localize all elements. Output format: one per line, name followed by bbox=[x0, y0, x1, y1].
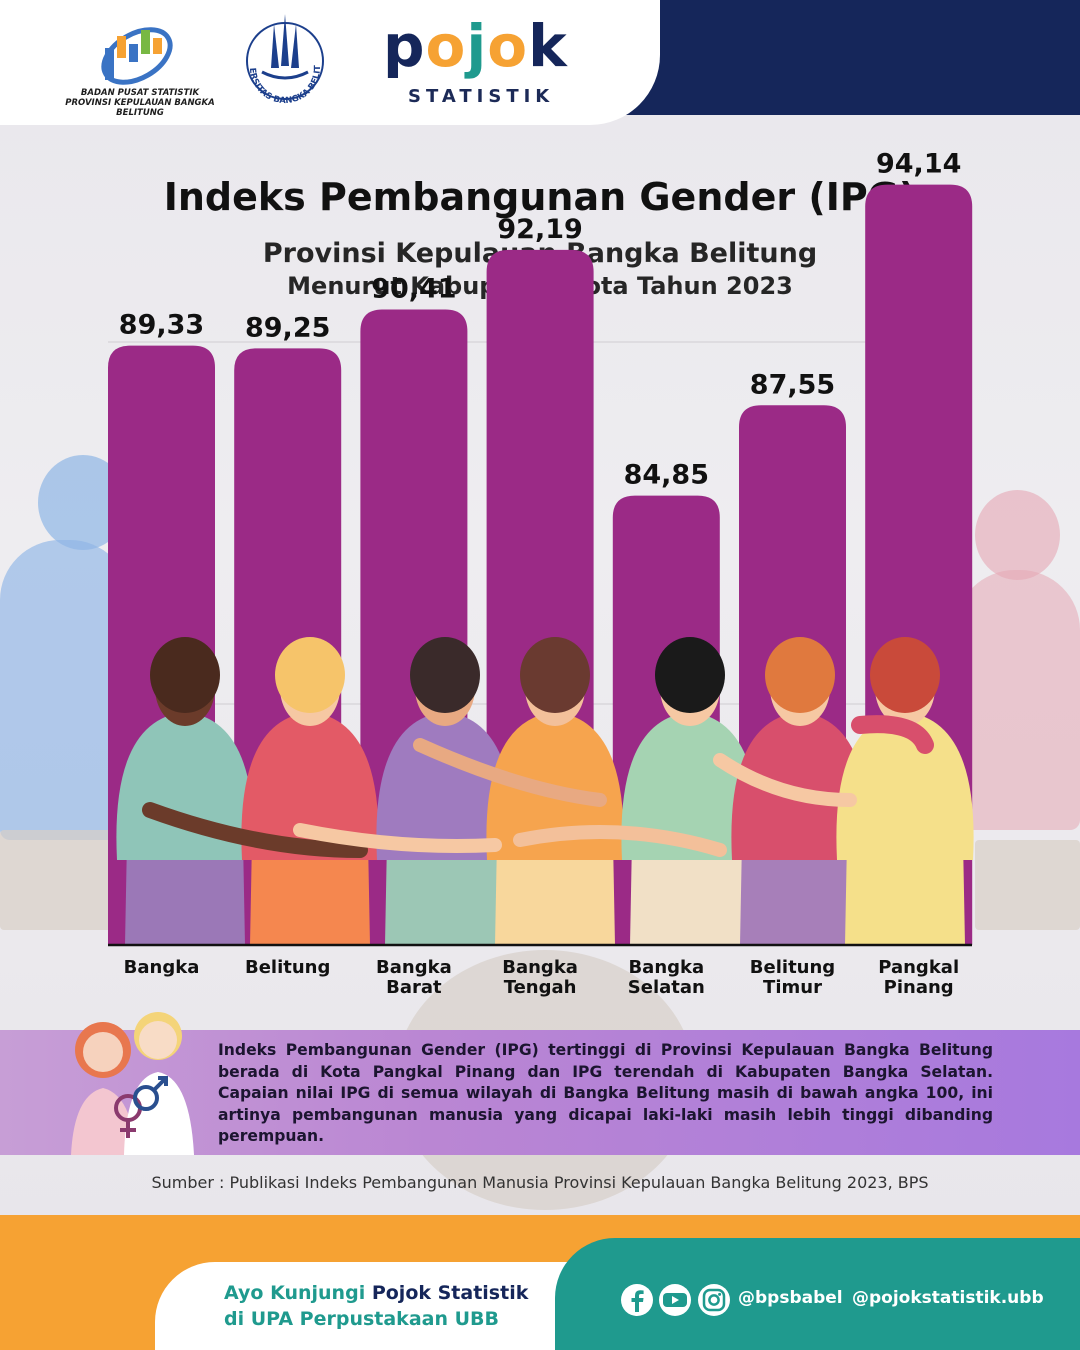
person-6-legs bbox=[740, 840, 860, 945]
arm-3 bbox=[413, 738, 607, 807]
person-1-hair bbox=[150, 637, 220, 713]
info-text: Indeks Pembangunan Gender (IPG) tertingg… bbox=[218, 1041, 993, 1146]
person-1-legs bbox=[125, 840, 245, 945]
category-label-3-line-1: Bangka bbox=[376, 957, 452, 978]
value-label-3: 90,41 bbox=[371, 274, 456, 305]
person-7-torso bbox=[836, 712, 974, 860]
arm-2 bbox=[293, 823, 502, 853]
category-label-2-line-1: Belitung bbox=[245, 957, 330, 978]
ipg-bar-chart: 89,33Bangka89,25Belitung90,41BangkaBarat… bbox=[108, 149, 974, 998]
category-label-1-line-1: Bangka bbox=[124, 957, 200, 978]
bg-female-figure-head bbox=[975, 490, 1060, 580]
couple-illustration bbox=[71, 1012, 194, 1155]
social-handle-bps[interactable]: @bpsbabel bbox=[738, 1288, 843, 1308]
category-label-4-line-2: Tengah bbox=[504, 977, 577, 998]
person-6-torso bbox=[731, 712, 869, 860]
person-1-torso bbox=[116, 712, 254, 860]
person-5-torso bbox=[621, 712, 759, 860]
category-label-4-line-1: Bangka bbox=[502, 957, 578, 978]
person-5-legs bbox=[630, 840, 750, 945]
footer-visit-bold: Pojok Statistik bbox=[371, 1282, 529, 1304]
category-label-6-line-1: Belitung bbox=[750, 957, 835, 978]
bps-name-line1: BADAN PUSAT STATISTIK bbox=[80, 88, 200, 98]
category-label-7-line-1: Pangkal bbox=[878, 957, 959, 978]
person-3-torso bbox=[376, 712, 514, 860]
person-4-hair bbox=[520, 637, 590, 713]
value-label-1: 89,33 bbox=[119, 310, 204, 341]
instagram-icon[interactable] bbox=[698, 1284, 730, 1316]
category-label-3-line-2: Barat bbox=[386, 977, 442, 998]
arm-1 bbox=[142, 802, 368, 858]
category-label-5-line-1: Bangka bbox=[628, 957, 704, 978]
source-note: Sumber : Publikasi Indeks Pembangunan Ma… bbox=[151, 1173, 929, 1192]
bg-female-figure-body bbox=[955, 570, 1080, 830]
bps-logo bbox=[101, 27, 173, 85]
arm-4 bbox=[513, 825, 727, 857]
social-handle-pojok[interactable]: @pojokstatistik.ubb bbox=[852, 1288, 1044, 1308]
pojok-logo-sub: STATISTIK bbox=[408, 86, 555, 107]
value-label-2: 89,25 bbox=[245, 312, 330, 343]
pojok-letter-5: k bbox=[528, 12, 568, 80]
footer-visit-line2: di UPA Perpustakaan UBB bbox=[224, 1308, 499, 1330]
person-7-hair bbox=[870, 637, 940, 713]
pojok-logo-word: pojok bbox=[383, 12, 568, 80]
bps-name-line2: PROVINSI KEPULAUAN BANGKA BELITUNG bbox=[65, 98, 215, 118]
person-2-hair bbox=[275, 637, 345, 713]
value-label-4: 92,19 bbox=[497, 214, 582, 245]
value-label-7: 94,14 bbox=[876, 149, 961, 180]
person-3-legs bbox=[385, 840, 505, 945]
facebook-icon[interactable] bbox=[621, 1284, 653, 1316]
pojok-letter-1: p bbox=[383, 12, 426, 80]
person-2-legs bbox=[250, 840, 370, 945]
person-3-hair bbox=[410, 637, 480, 713]
category-label-6-line-2: Timur bbox=[763, 977, 822, 998]
ubb-seal-logo: UNIVERSITAS BANGKA BELITUNG bbox=[240, 6, 324, 106]
person-4-legs bbox=[495, 840, 615, 945]
bg-wood-block-right bbox=[975, 840, 1080, 930]
person-5-hair bbox=[655, 637, 725, 713]
person-6-hair bbox=[765, 637, 835, 713]
person-7-legs bbox=[845, 840, 965, 945]
bg-wood-block-left bbox=[0, 830, 120, 930]
bps-name: BADAN PUSAT STATISTIK PROVINSI KEPULAUAN… bbox=[40, 88, 240, 118]
pojok-letter-3: j bbox=[466, 12, 488, 80]
footer-visit-line1: Ayo Kunjungi Pojok Statistik bbox=[224, 1282, 528, 1304]
category-label-7-line-2: Pinang bbox=[884, 977, 954, 998]
value-label-6: 87,55 bbox=[750, 369, 835, 400]
footer-visit-prefix: Ayo Kunjungi bbox=[224, 1282, 366, 1304]
category-label-5-line-2: Selatan bbox=[628, 977, 705, 998]
arm-5 bbox=[713, 753, 857, 807]
person-2-torso bbox=[241, 712, 379, 860]
social-icons bbox=[621, 1284, 730, 1316]
pojok-letter-2: o bbox=[425, 12, 467, 80]
pojok-letter-4: o bbox=[487, 12, 529, 80]
arm-6 bbox=[851, 715, 934, 754]
chart-title: Indeks Pembangunan Gender (IPG) bbox=[163, 175, 917, 219]
value-label-5: 84,85 bbox=[624, 460, 709, 491]
youtube-icon[interactable] bbox=[659, 1284, 691, 1316]
